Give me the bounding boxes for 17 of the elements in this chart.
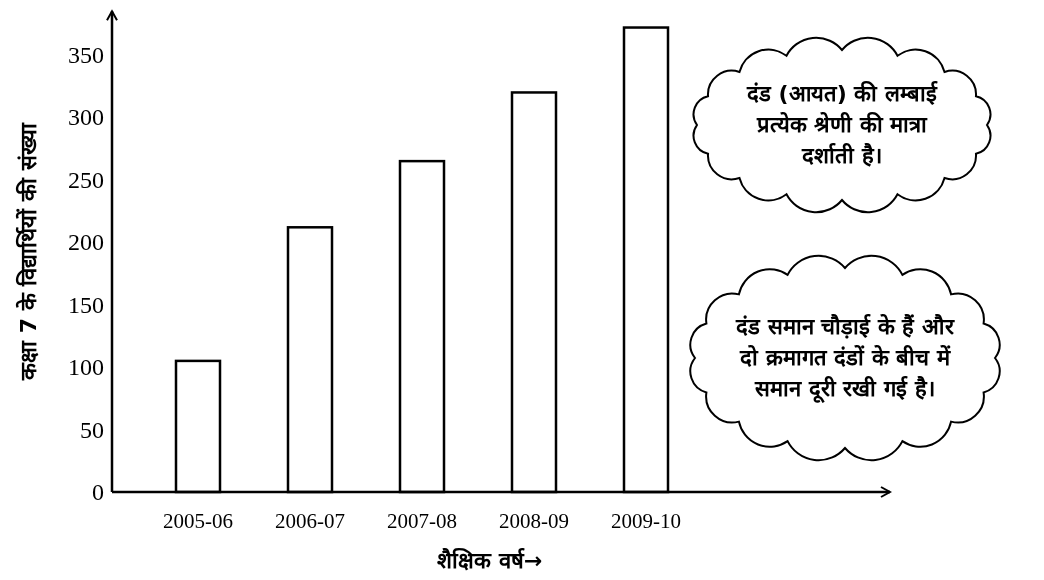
x-axis-title: शैक्षिक वर्ष→ [437, 547, 543, 573]
y-tick-label: 250 [68, 166, 104, 193]
x-tick-label: 2005-06 [163, 509, 233, 533]
y-tick-label: 300 [68, 104, 104, 131]
y-tick-label: 150 [68, 291, 104, 318]
y-tick-label: 200 [68, 229, 104, 256]
text: दंड (आयत) की लम्बाई प्रत्येक श्रेणी की मात्रा दर्शाती है। [745, 80, 939, 170]
x-tick-label: 2007-08 [387, 509, 457, 533]
text: दंड समान चौड़ाई के हैं और दो क्रमागत दंडों के बीच में समान दूरी रखी गई है। [734, 313, 956, 405]
y-tick-label: 50 [80, 416, 104, 443]
y-axis-title: कक्षा 7 के विद्यार्थियों की संख्या [15, 122, 41, 381]
y-tick-label: 0 [92, 479, 104, 505]
x-tick-label: 2009-10 [611, 509, 681, 533]
x-tick-label: 2006-07 [275, 509, 345, 533]
y-tick-label: 350 [68, 42, 104, 68]
x-tick-label: 2008-09 [499, 509, 569, 533]
y-tick-label: 100 [68, 354, 104, 381]
